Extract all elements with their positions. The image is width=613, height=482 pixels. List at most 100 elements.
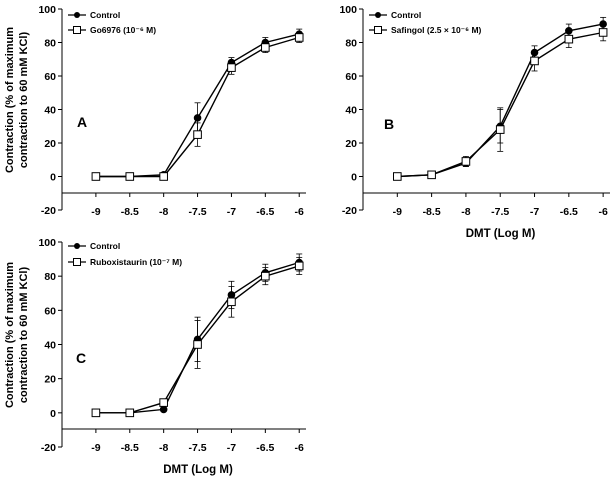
- series-b-1: [397, 23, 607, 178]
- x-tick-label-a: -6: [295, 206, 304, 218]
- y-tick-label-b: 60: [345, 71, 357, 83]
- series-line-b-1: [397, 31, 604, 178]
- x-tick-label-a: -9: [91, 206, 100, 218]
- series-b-0: [397, 16, 607, 178]
- y-tick-label-c: 60: [44, 305, 56, 317]
- data-point-b-1: [393, 172, 402, 181]
- y-tick-label-a: 20: [44, 138, 56, 150]
- x-tick-label-b: -6: [598, 206, 607, 218]
- y-axis-label-top-line1: Contraction (% of maximum: [4, 27, 16, 173]
- x-tick-label-c: -8.5: [121, 442, 139, 454]
- data-point-b-1: [461, 157, 471, 166]
- legend-label-c-0: Control: [90, 241, 120, 251]
- data-point-c-1: [125, 408, 135, 418]
- chart-panel-a: -20 0 20 40 60 80 100 -9 -8.5 -8 -7.5 -7 -6.5 -6 A Cont…: [38, 4, 306, 218]
- y-tick-label-c: 100: [38, 237, 56, 249]
- y-tick-label-b: 80: [345, 38, 357, 50]
- data-point-b-0: [599, 20, 607, 28]
- panel-label-c: C: [76, 350, 86, 366]
- legend-marker-a-1: [73, 26, 81, 34]
- series-c-1: [95, 256, 303, 414]
- data-point-a-1: [159, 172, 168, 181]
- y-tick-label-a: 60: [44, 71, 56, 83]
- y-tick-label-b: -20: [342, 205, 357, 217]
- data-point-b-1: [598, 28, 608, 37]
- legend-a: Control Go6976 (10⁻⁶ M): [68, 10, 156, 35]
- chart-panel-c: -20 0 20 40 60 80 100 -9 -8.5 -8 -7.5 -7 -6.5 -6 DMT (…: [38, 237, 306, 476]
- legend-marker-b-0: [375, 12, 381, 18]
- data-point-c-1: [261, 271, 270, 281]
- data-point-a-1: [227, 63, 236, 72]
- data-point-c-0: [159, 405, 168, 414]
- x-tick-label-b: -7: [530, 206, 539, 218]
- data-point-b-0: [565, 26, 573, 35]
- y-tick-label-b: 100: [339, 4, 357, 16]
- data-point-a-1: [294, 33, 304, 42]
- x-tick-label-b: -9: [393, 206, 402, 218]
- y-tick-label-a: 0: [50, 172, 56, 184]
- y-tick-label-c: 80: [44, 271, 56, 283]
- series-line-b-0: [397, 23, 604, 178]
- data-point-a-1: [261, 43, 270, 52]
- x-tick-label-a: -7: [227, 206, 236, 218]
- y-axis-label-bottom-line2: contraction to 60 mM KCl): [18, 267, 30, 404]
- y-tick-label-b: 40: [345, 105, 357, 117]
- data-point-c-1: [193, 340, 202, 349]
- y-tick-label-b: 0: [351, 172, 357, 184]
- legend-marker-b-1: [374, 26, 382, 34]
- data-point-b-1: [564, 34, 574, 44]
- x-tick-label-b: -8.5: [423, 206, 441, 218]
- x-axis-label-c: DMT (Log M): [163, 464, 233, 476]
- x-axis-label-b: DMT (Log M): [466, 228, 536, 240]
- data-point-c-1: [227, 297, 236, 307]
- y-tick-label-a: -20: [41, 205, 56, 217]
- x-tick-label-b: -7.5: [491, 206, 509, 218]
- legend-label-c-1: Ruboxistaurin (10⁻⁷ M): [90, 257, 182, 267]
- y-tick-label-c: 40: [44, 340, 56, 352]
- series-c-0: [95, 253, 303, 414]
- x-tick-label-b: -8: [461, 206, 470, 218]
- data-point-c-1: [159, 398, 168, 407]
- x-tick-label-c: -6.5: [256, 442, 274, 454]
- y-tick-label-c: 0: [50, 408, 56, 420]
- data-point-c-1: [294, 261, 304, 271]
- legend-c: Control Ruboxistaurin (10⁻⁷ M): [68, 241, 182, 267]
- y-tick-label-c: -20: [41, 442, 56, 454]
- y-tick-label-c: 20: [44, 374, 56, 386]
- legend-marker-c-1: [73, 258, 81, 266]
- chart-panel-b: -20 0 20 40 60 80 100 -9 -8.5 -8 -7.5 -7 -6.5 -6 DMT (…: [339, 4, 610, 240]
- data-point-c-1: [91, 408, 101, 418]
- legend-marker-c-0: [74, 243, 80, 249]
- legend-label-a-0: Control: [90, 10, 120, 20]
- data-point-a-0: [193, 114, 202, 122]
- legend-marker-a-0: [74, 12, 80, 18]
- panel-label-a: A: [77, 114, 87, 130]
- x-tick-label-c: -9: [91, 442, 100, 454]
- series-a-1: [95, 32, 303, 178]
- x-tick-label-a: -8: [159, 206, 168, 218]
- x-tick-label-a: -6.5: [256, 206, 274, 218]
- panel-label-b: B: [384, 116, 394, 132]
- x-tick-label-a: -7.5: [189, 206, 207, 218]
- x-tick-label-c: -8: [159, 442, 168, 454]
- x-tick-label-b: -6.5: [560, 206, 578, 218]
- y-axis-label-bottom-line1: Contraction (% of maximum: [4, 262, 16, 408]
- x-tick-label-c: -7: [227, 442, 236, 454]
- x-tick-label-a: -8.5: [121, 206, 139, 218]
- legend-label-a-1: Go6976 (10⁻⁶ M): [90, 25, 156, 35]
- data-point-c-0: [227, 291, 236, 299]
- data-point-b-0: [530, 48, 539, 57]
- legend-b: Control Safingol (2.5 × 10⁻⁶ M): [369, 10, 482, 35]
- y-axis-label-top-line2: contraction to 60 mM KCl): [18, 32, 30, 169]
- data-point-b-1: [427, 170, 436, 180]
- y-tick-label-a: 40: [44, 105, 56, 117]
- y-tick-label-b: 20: [345, 138, 357, 150]
- x-tick-label-c: -7.5: [189, 442, 207, 454]
- data-point-a-1: [91, 172, 101, 181]
- y-tick-label-a: 100: [38, 4, 56, 16]
- y-tick-label-a: 80: [44, 38, 56, 50]
- data-point-b-1: [495, 125, 505, 134]
- legend-label-b-1: Safingol (2.5 × 10⁻⁶ M): [391, 25, 482, 35]
- data-point-b-1: [530, 56, 539, 66]
